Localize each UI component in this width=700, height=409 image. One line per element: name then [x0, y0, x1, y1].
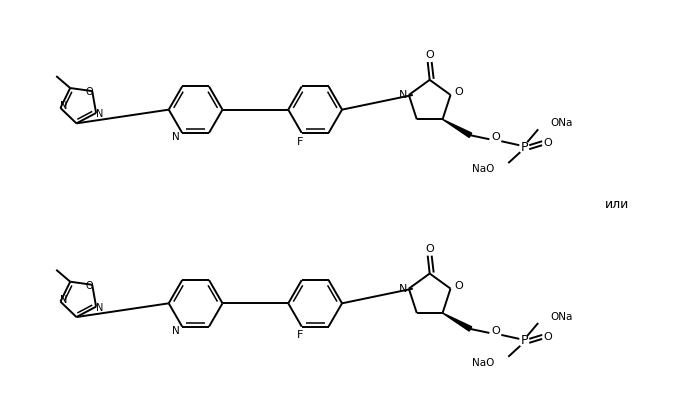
Text: O: O: [454, 281, 463, 291]
Polygon shape: [442, 119, 472, 137]
Text: N: N: [399, 283, 407, 294]
Text: O: O: [426, 244, 434, 254]
Text: O: O: [85, 87, 93, 97]
Text: O: O: [85, 281, 93, 291]
Text: P: P: [521, 335, 528, 347]
Text: N: N: [97, 303, 104, 312]
Text: NaO: NaO: [472, 164, 494, 174]
Text: O: O: [491, 326, 500, 336]
Text: P: P: [521, 141, 528, 154]
Text: O: O: [544, 332, 552, 342]
Text: N: N: [399, 90, 407, 100]
Text: O: O: [454, 87, 463, 97]
Text: N: N: [60, 101, 67, 111]
Polygon shape: [442, 313, 472, 331]
Text: F: F: [297, 137, 303, 147]
Text: N: N: [172, 132, 180, 142]
Text: или: или: [605, 198, 629, 211]
Text: ONa: ONa: [550, 312, 573, 322]
Text: F: F: [297, 330, 303, 340]
Text: ONa: ONa: [550, 118, 573, 128]
Text: O: O: [544, 138, 552, 148]
Text: N: N: [60, 294, 67, 305]
Text: N: N: [97, 109, 104, 119]
Text: N: N: [172, 326, 180, 335]
Text: O: O: [426, 50, 434, 60]
Text: NaO: NaO: [472, 358, 494, 368]
Text: O: O: [491, 132, 500, 142]
